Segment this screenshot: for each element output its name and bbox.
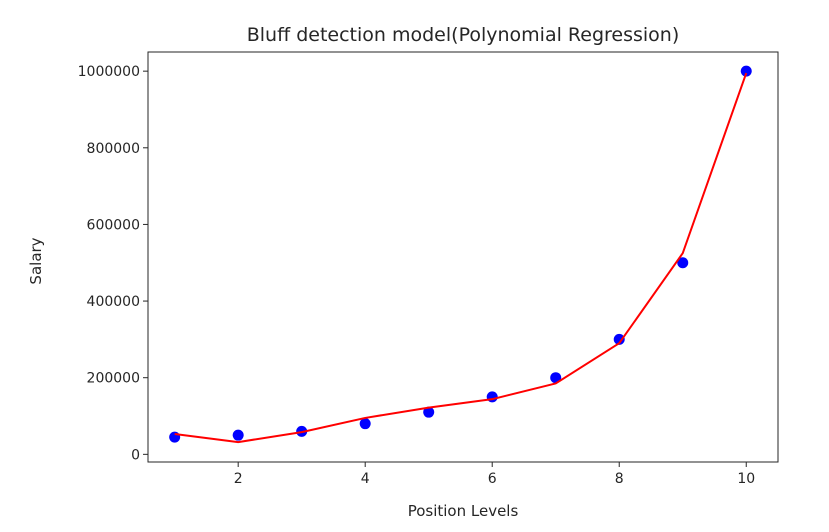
scatter-point (740, 65, 752, 77)
y-tick-label: 0 (131, 447, 140, 463)
y-tick-label: 600000 (87, 217, 140, 233)
scatter-point (359, 418, 371, 430)
x-tick-label: 4 (361, 471, 370, 487)
x-tick-label: 8 (615, 471, 624, 487)
scatter-point (423, 406, 435, 418)
x-tick-label: 10 (737, 471, 755, 487)
y-tick-label: 200000 (87, 371, 140, 387)
scatter-point (169, 431, 181, 443)
y-tick-label: 400000 (87, 294, 140, 310)
y-axis-ticks: 0 200000 400000 600000 800000 1000000 (78, 64, 148, 463)
regression-line (174, 72, 748, 444)
scatter-point (486, 391, 498, 403)
x-axis-ticks: 2 4 6 8 10 (234, 462, 755, 487)
x-tick-label: 6 (488, 471, 497, 487)
scatter-point (232, 429, 244, 441)
x-axis-label: Position Levels (408, 502, 519, 520)
scatter-point (550, 372, 562, 384)
y-tick-label: 1000000 (78, 64, 140, 80)
x-tick-label: 2 (234, 471, 243, 487)
plot-frame (147, 51, 779, 463)
y-axis-label: Salary (27, 237, 45, 284)
chart-title: Bluff detection model(Polynomial Regress… (247, 24, 680, 46)
y-tick-label: 800000 (87, 141, 140, 157)
plot-series (169, 65, 752, 444)
scatter-point (677, 257, 689, 269)
scatter-point (613, 333, 625, 345)
